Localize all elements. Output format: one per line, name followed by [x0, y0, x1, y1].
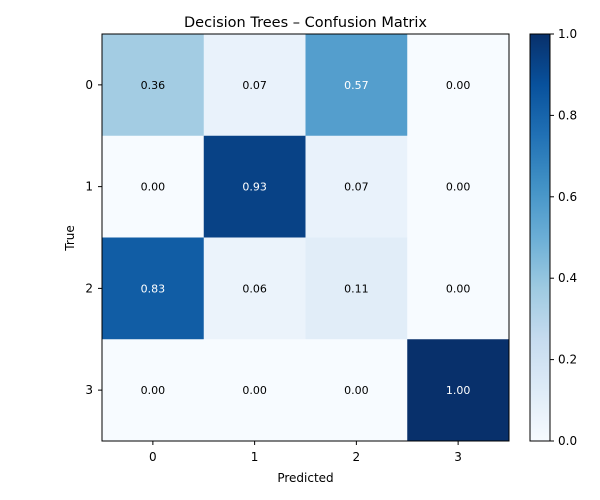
- y-tick-label: 3: [85, 383, 93, 397]
- heatmap-cell-0-3: [407, 34, 510, 137]
- heatmap-cells: [102, 34, 510, 442]
- cell-value-label: 0.00: [446, 79, 471, 92]
- colorbar-ticks: 0.0 0.2 0.4 0.6 0.8 1.0: [550, 27, 577, 448]
- cell-value-label: 0.83: [141, 282, 166, 295]
- colorbar-tick-label: 0.4: [558, 271, 577, 285]
- colorbar-tick-label: 0.8: [558, 108, 577, 122]
- plot-frame: [101, 33, 510, 442]
- heatmap-cell-1-2: [305, 135, 408, 238]
- cell-value-label: 0.00: [141, 384, 166, 397]
- y-tick-label: 1: [85, 180, 93, 194]
- x-tick-label: 3: [454, 450, 462, 464]
- chart-title: Decision Trees – Confusion Matrix: [184, 15, 427, 31]
- heatmap-cell-3-3: [407, 339, 510, 442]
- x-tick-label: 2: [353, 450, 361, 464]
- cell-value-label: 0.07: [344, 181, 369, 194]
- colorbar: [529, 33, 551, 442]
- x-tick-label: 0: [149, 450, 157, 464]
- heatmap-cell-2-1: [203, 237, 306, 340]
- x-axis-label: Predicted: [277, 471, 333, 485]
- colorbar-tick-label: 1.0: [558, 27, 577, 41]
- cell-value-label: 0.57: [344, 79, 369, 92]
- cell-value-label: 0.11: [344, 282, 369, 295]
- y-tick-label: 2: [85, 281, 93, 295]
- y-axis-ticks: 0 1 2 3: [85, 78, 102, 397]
- cell-value-label: 0.00: [344, 384, 369, 397]
- heatmap-cell-2-0: [102, 237, 205, 340]
- cell-value-label: 0.00: [141, 181, 166, 194]
- heatmap-cell-0-2: [305, 34, 408, 137]
- heatmap-cell-2-3: [407, 237, 510, 340]
- heatmap-cell-labels: 0.36 0.07 0.57 0.00 0.00 0.93 0.07 0.00 0.83 0.06…: [141, 79, 471, 397]
- colorbar-tick-label: 0.2: [558, 353, 577, 367]
- y-axis-label: True: [63, 225, 77, 252]
- cell-value-label: 0.00: [242, 384, 267, 397]
- cell-value-label: 0.36: [141, 79, 166, 92]
- heatmap-cell-3-2: [305, 339, 408, 442]
- cell-value-label: 0.06: [242, 282, 267, 295]
- cell-value-label: 0.00: [446, 181, 471, 194]
- x-tick-label: 1: [251, 450, 259, 464]
- heatmap-cell-1-1: [203, 135, 306, 238]
- x-axis-ticks: 0 1 2 3: [149, 441, 462, 464]
- colorbar-tick-label: 0.0: [558, 434, 577, 448]
- cell-value-label: 1.00: [446, 384, 471, 397]
- heatmap-cell-0-0: [102, 34, 205, 137]
- heatmap-cell-3-1: [203, 339, 306, 442]
- y-tick-label: 0: [85, 78, 93, 92]
- cell-value-label: 0.07: [242, 79, 267, 92]
- colorbar-tick-label: 0.6: [558, 190, 577, 204]
- heatmap-cell-1-0: [102, 135, 205, 238]
- heatmap-cell-3-0: [102, 339, 205, 442]
- heatmap-cell-1-3: [407, 135, 510, 238]
- heatmap-cell-2-2: [305, 237, 408, 340]
- cell-value-label: 0.93: [242, 181, 267, 194]
- heatmap-cell-0-1: [203, 34, 306, 137]
- cell-value-label: 0.00: [446, 282, 471, 295]
